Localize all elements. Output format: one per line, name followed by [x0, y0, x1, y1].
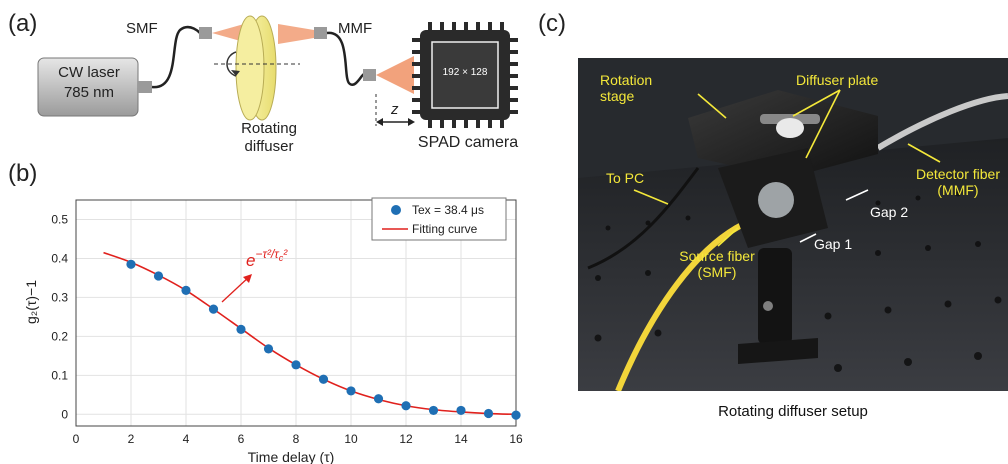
data-point — [483, 408, 494, 419]
data-point — [153, 271, 164, 281]
data-points — [126, 259, 521, 420]
diffuser-plate-disk — [776, 118, 804, 138]
data-point — [126, 259, 136, 269]
output-beam — [278, 24, 314, 44]
fit-equation-annotation: e−τ²/τc² — [246, 247, 288, 270]
data-point — [208, 304, 219, 314]
setup-schematic — [37, 15, 518, 128]
legend-label-tex: Tex = 38.4 μs — [412, 203, 484, 217]
source-fiber-label-line2: (SMF) — [697, 264, 737, 280]
spad-camera-chip — [412, 22, 518, 128]
rotation-stage-label-line1: Rotation — [600, 72, 653, 88]
speckle-beam — [376, 56, 414, 94]
detector-fiber-label-line2: (MMF) — [937, 182, 979, 198]
table-holes — [594, 191, 1002, 372]
post-base — [738, 338, 818, 364]
y-tick-label: 0.1 — [51, 368, 68, 382]
aperture — [758, 182, 794, 218]
x-axis-label: Time delay (τ) — [248, 449, 335, 464]
mmf-connector-out — [363, 69, 376, 81]
gap2-label: Gap 2 — [870, 204, 909, 220]
x-axis-ticks: 0 2 4 6 8 10 12 14 16 — [73, 432, 523, 446]
data-point — [291, 360, 301, 370]
x-tick-label: 12 — [399, 432, 413, 446]
data-point — [181, 285, 191, 295]
mmf-label: MMF — [338, 20, 373, 37]
detector-fiber-label: Detector fiber (MMF) — [908, 166, 1008, 198]
panel-label-c: (c) — [538, 10, 566, 37]
data-point — [263, 344, 274, 354]
optical-table — [578, 138, 1008, 391]
source-fiber-label-line1: Source fiber — [679, 248, 755, 264]
y-axis-label: g₂(τ)−1 — [23, 280, 39, 324]
input-beam — [212, 24, 244, 42]
smf-connector — [199, 27, 212, 39]
diffuser-plate-label: Diffuser plate — [796, 72, 879, 88]
laser-port — [138, 81, 152, 93]
y-axis-ticks: 0 0.1 0.2 0.3 0.4 0.5 — [51, 212, 68, 421]
source-fiber-label: Source fiber (SMF) — [662, 248, 772, 280]
gap1-label: Gap 1 — [814, 236, 853, 252]
smf-label: SMF — [126, 20, 158, 37]
detector-fiber-label-line1: Detector fiber — [915, 166, 1001, 182]
laser-label-line2: 785 nm — [63, 84, 115, 101]
laser-label-line1: CW laser — [58, 64, 120, 81]
z-label: z — [391, 101, 399, 118]
y-tick-label: 0.5 — [51, 212, 68, 226]
mmf-connector-in — [314, 27, 327, 39]
panel-label-b: (b) — [8, 160, 38, 187]
rotation-stage-label-line2: stage — [600, 88, 635, 104]
data-point — [236, 324, 246, 334]
panel-label-a: (a) — [8, 10, 38, 37]
photo-annotation-arrows — [633, 89, 941, 247]
y-tick-label: 0.3 — [51, 290, 68, 304]
y-tick-label: 0 — [61, 407, 68, 421]
data-point — [346, 386, 356, 396]
x-tick-label: 6 — [238, 432, 245, 446]
diffuser-face — [235, 15, 265, 121]
x-tick-label: 2 — [128, 432, 135, 446]
diffuser-label-line2: diffuser — [244, 138, 294, 155]
x-tick-label: 0 — [73, 432, 80, 446]
y-tick-label: 0.2 — [51, 329, 68, 343]
data-point — [428, 405, 439, 416]
plot-area — [75, 199, 517, 427]
x-tick-label: 8 — [293, 432, 300, 446]
data-point — [511, 410, 521, 420]
rotation-arrow — [226, 51, 237, 77]
mmf-fiber — [326, 31, 365, 86]
x-tick-label: 14 — [454, 432, 468, 446]
photo-illustration — [578, 58, 1008, 391]
data-point — [401, 401, 411, 411]
legend-label-fit: Fitting curve — [412, 222, 478, 236]
sensor-resolution: 192 × 128 — [442, 67, 488, 78]
source-fiber-cable — [615, 215, 759, 391]
chart-legend: Tex = 38.4 μs Fitting curve — [371, 197, 507, 241]
data-point — [373, 394, 384, 404]
g2-chart: 0 2 4 6 8 10 12 14 16 00.10.20.30.40.5 e−τ²/τc² … — [23, 197, 523, 464]
detector-fiber-cable — [876, 93, 1008, 151]
diffuser-setup-photo: Rotation stage Diffuser plate To PC Dete… — [578, 58, 1008, 391]
diffuser-label-line1: Rotating — [241, 120, 297, 137]
x-tick-label: 16 — [509, 432, 523, 446]
to-pc-label: To PC — [606, 170, 645, 186]
post — [758, 248, 792, 344]
photo-caption: Rotating diffuser setup — [718, 403, 868, 420]
x-tick-label: 4 — [183, 432, 190, 446]
fitting-curve-line — [103, 251, 517, 416]
annotation-arrow — [221, 275, 251, 303]
legend-marker-tex — [391, 205, 401, 215]
y-tick-label: 0.4 — [51, 251, 68, 265]
to-pc-cable — [587, 167, 700, 270]
x-tick-label: 10 — [344, 432, 358, 446]
data-point — [318, 374, 329, 384]
camera-label: SPAD camera — [417, 134, 519, 151]
smf-fiber — [151, 25, 201, 89]
rotation-stage-label: Rotation stage — [600, 72, 652, 104]
data-point — [456, 405, 466, 416]
